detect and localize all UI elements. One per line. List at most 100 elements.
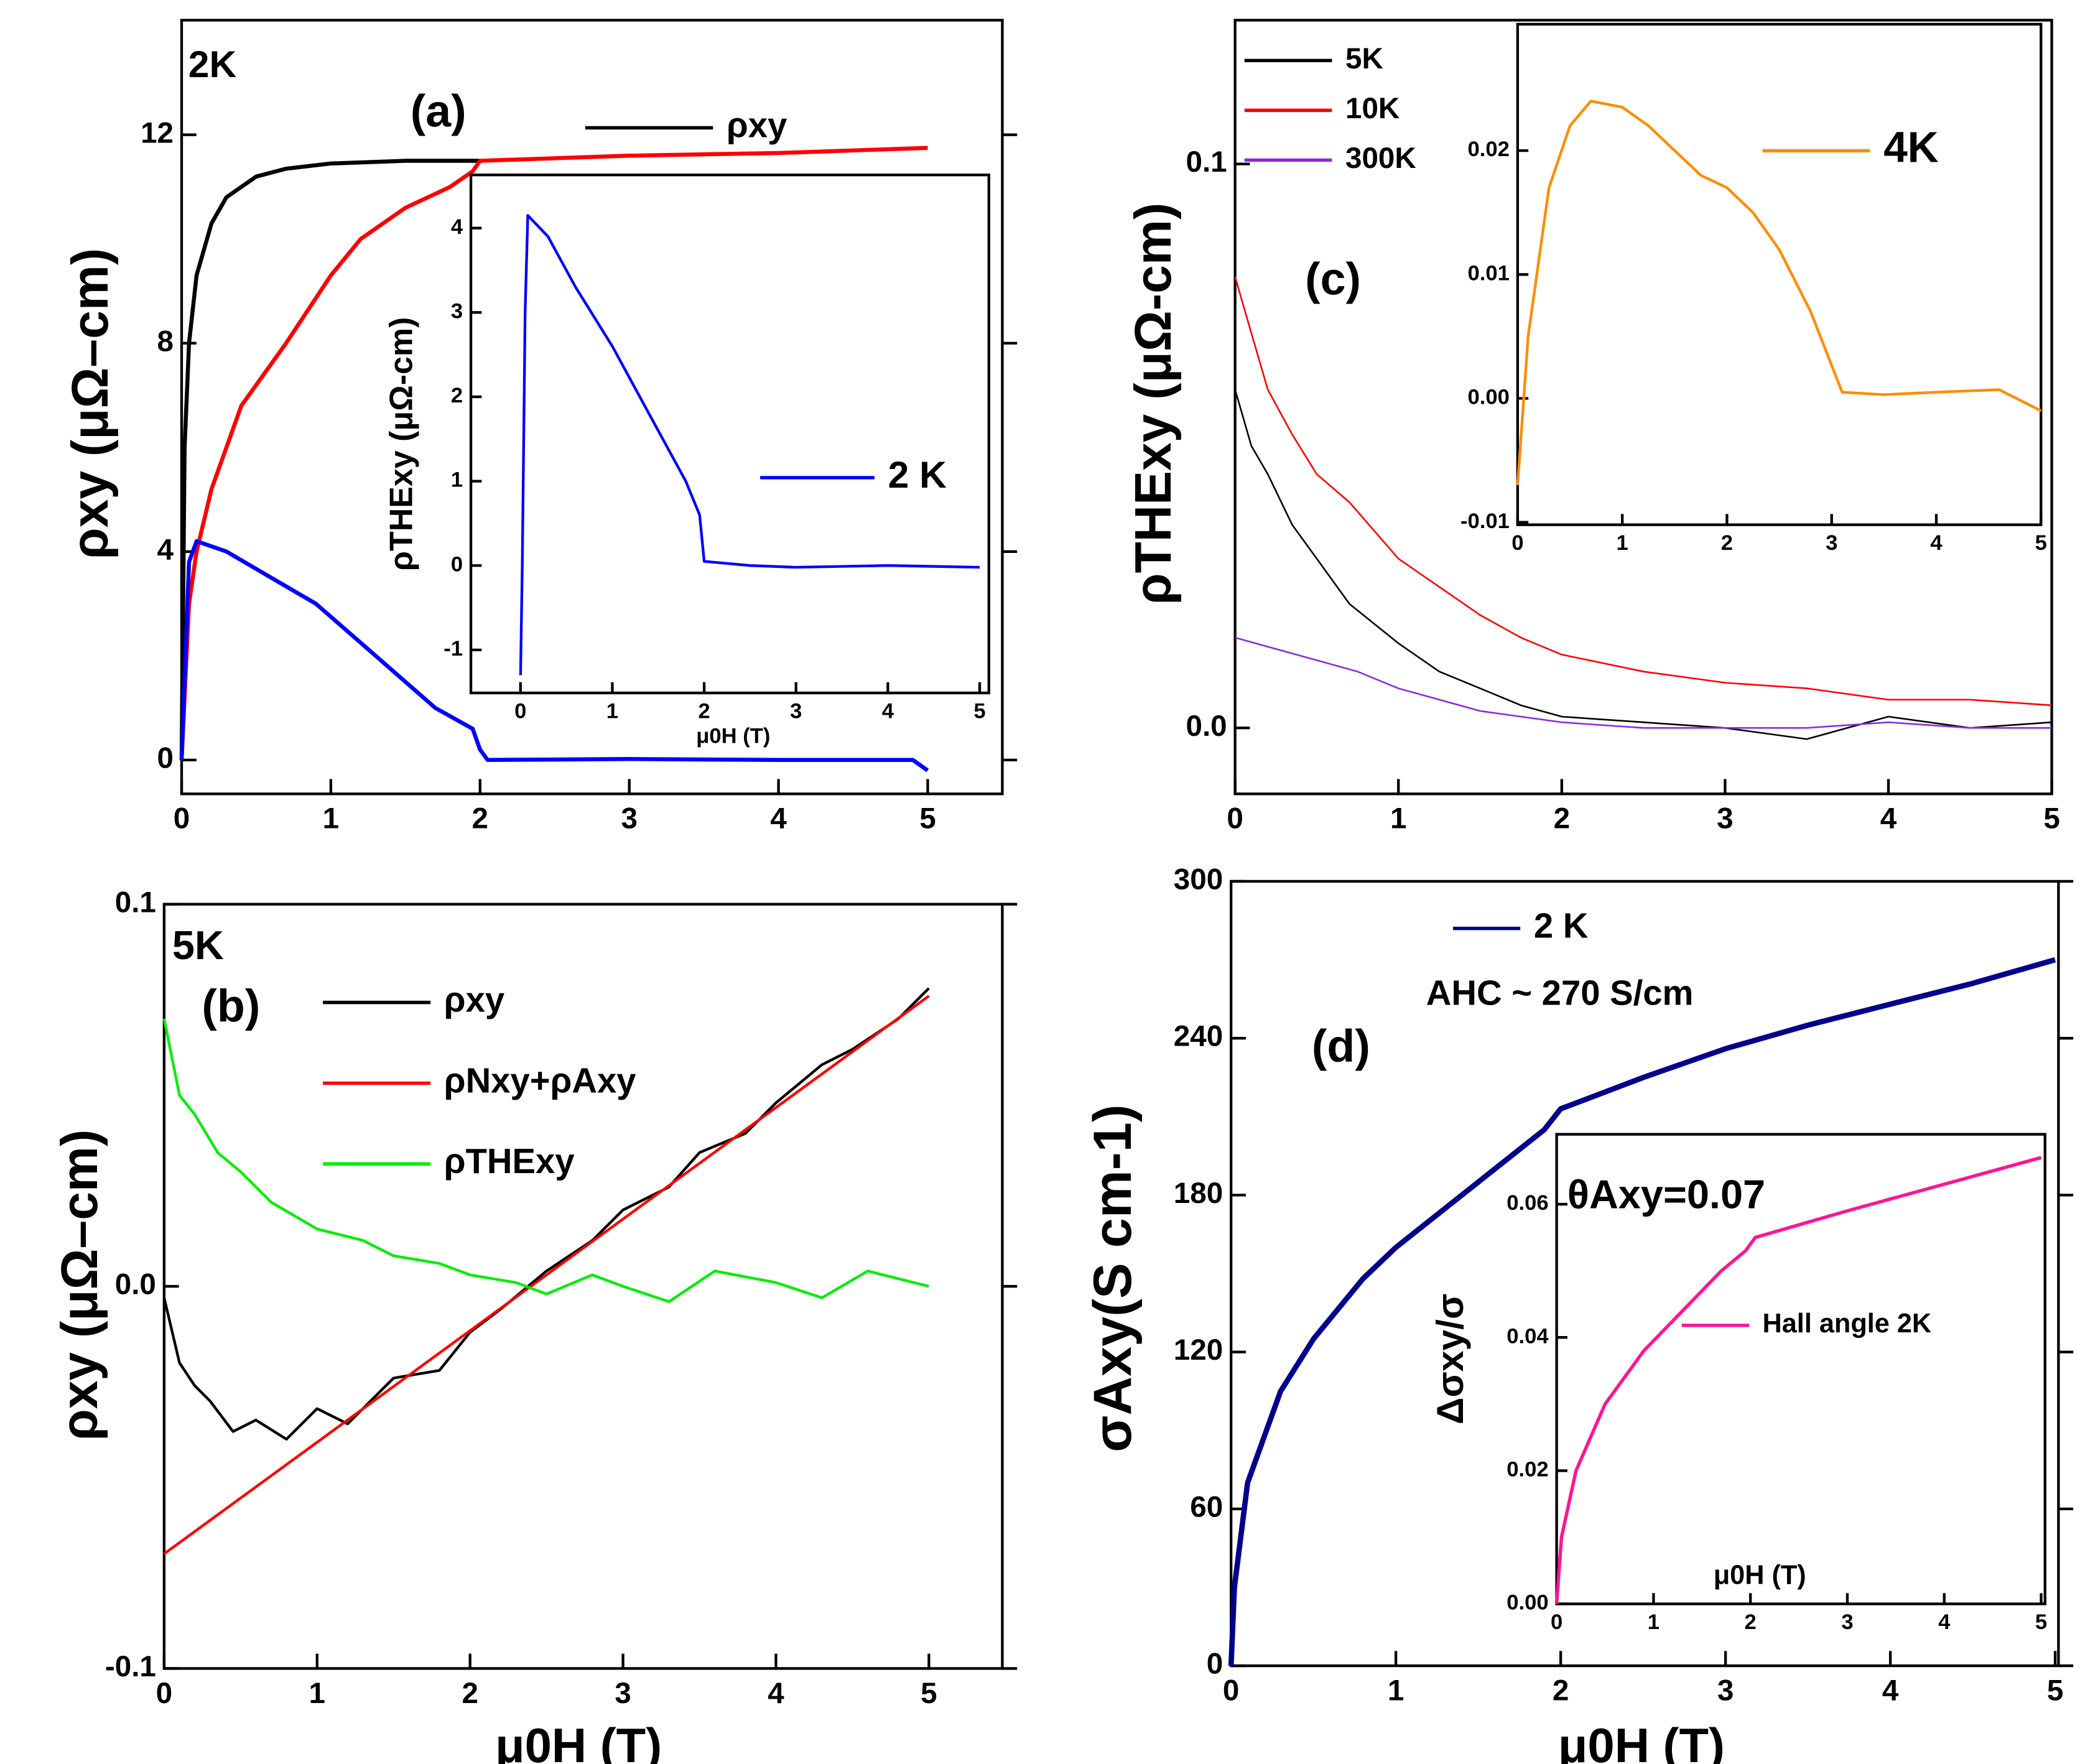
- x-tick-label: 2: [1721, 531, 1733, 555]
- x-tick-label: 2: [1553, 1674, 1569, 1707]
- x-tick-label: 3: [1717, 802, 1733, 835]
- x-tick-label: 3: [1717, 1674, 1734, 1707]
- series-line: [179, 146, 928, 760]
- y-axis-label: ρxy (μΩ–cm): [52, 1130, 108, 1441]
- legend-label: 2 K: [888, 453, 947, 496]
- plot-frame: [1555, 1133, 2046, 1605]
- y-tick-label: 0: [157, 741, 174, 774]
- x-tick-label: 4: [1938, 1610, 1951, 1634]
- annotation: (c): [1305, 253, 1361, 305]
- x-axis-label: μ0H (T): [1714, 1561, 1806, 1590]
- legend-label: 4K: [1883, 123, 1938, 172]
- annotation: AHC ~ 270 S/cm: [1426, 973, 1694, 1013]
- y-tick-label: 0.06: [1507, 1191, 1548, 1215]
- x-tick-label: 5: [2035, 531, 2047, 555]
- x-tick-label: 4: [1930, 531, 1943, 555]
- x-tick-label: 0: [156, 1677, 172, 1710]
- y-tick-label: 180: [1174, 1177, 1223, 1210]
- y-axis-label: σAxy(S cm-1): [1083, 1104, 1143, 1452]
- x-tick-label: 5: [2047, 1674, 2063, 1707]
- x-tick-label: 2: [472, 802, 488, 835]
- x-tick-label: 2: [1745, 1610, 1757, 1634]
- y-tick-label: -0.01: [1460, 509, 1510, 533]
- y-tick-label: 0.0: [115, 1268, 156, 1301]
- x-tick-label: 4: [770, 802, 787, 835]
- x-axis-label: μ0H (T): [696, 725, 770, 748]
- annotation: 5K: [172, 922, 224, 968]
- annotation: 2K: [188, 43, 237, 85]
- x-tick-label: 0: [1227, 802, 1243, 835]
- x-tick-label: 3: [615, 1677, 631, 1710]
- x-tick-label: 0: [1223, 1674, 1239, 1707]
- x-axis-label: μ0H (T): [495, 1719, 662, 1764]
- y-tick-label: 0.02: [1468, 137, 1510, 161]
- y-tick-label: 0.1: [1186, 146, 1227, 179]
- legend-label: ρNxy+ρAxy: [444, 1061, 636, 1100]
- y-tick-label: 0.00: [1468, 386, 1510, 409]
- x-tick-label: 2: [1554, 802, 1570, 835]
- x-tick-label: 1: [1648, 1610, 1660, 1634]
- annotation: (a): [411, 85, 467, 136]
- x-tick-label: 3: [621, 802, 637, 835]
- y-tick-label: 0.0: [1186, 710, 1227, 743]
- x-tick-label: 0: [1511, 531, 1523, 555]
- x-tick-label: 4: [768, 1677, 784, 1710]
- legend-label: ρTHExy: [444, 1141, 575, 1181]
- plot-frame: [162, 903, 1004, 1670]
- legend-label: ρxy: [727, 105, 787, 144]
- series-line: [163, 995, 930, 1555]
- y-tick-label: 3: [451, 299, 463, 323]
- series-line: [1234, 389, 2052, 740]
- y-tick-label: 4: [451, 215, 463, 239]
- y-tick-label: 0: [451, 552, 463, 576]
- x-tick-label: 1: [323, 802, 339, 835]
- x-axis-label: μ0H (T): [1558, 1719, 1725, 1764]
- y-tick-label: 0.1: [115, 886, 156, 919]
- y-tick-label: -0.1: [105, 1650, 156, 1683]
- x-tick-label: 0: [1551, 1610, 1562, 1634]
- legend-label: 10K: [1345, 92, 1400, 125]
- x-tick-label: 4: [1880, 802, 1897, 835]
- plot-frame: [469, 174, 990, 695]
- x-tick-label: 1: [606, 699, 618, 723]
- x-tick-label: 1: [1390, 802, 1406, 835]
- x-tick-label: 5: [919, 802, 936, 835]
- y-tick-label: 0.01: [1468, 261, 1510, 285]
- plot-frame: [1516, 22, 2043, 526]
- y-tick-label: 0: [1207, 1648, 1223, 1681]
- series-line: [1235, 636, 2052, 729]
- series-line: [179, 539, 929, 773]
- y-tick-label: 300: [1174, 863, 1223, 896]
- series-line: [1516, 100, 2042, 485]
- x-tick-label: 1: [1388, 1674, 1404, 1707]
- x-tick-label: 0: [174, 802, 190, 835]
- y-tick-label: 4: [157, 533, 174, 566]
- y-axis-label: ρTHExy (μΩ-cm): [1125, 203, 1182, 605]
- x-tick-label: 3: [1826, 531, 1837, 555]
- y-tick-label: 0.00: [1507, 1591, 1548, 1615]
- x-tick-label: 3: [1841, 1610, 1853, 1634]
- series-line: [1234, 276, 2052, 707]
- x-tick-label: 4: [1882, 1674, 1899, 1707]
- x-tick-label: 1: [309, 1677, 325, 1710]
- series-line: [179, 159, 480, 760]
- y-axis-label: Δσxy/σ: [1429, 1294, 1471, 1425]
- legend-label: 5K: [1345, 42, 1383, 75]
- x-tick-label: 5: [973, 699, 985, 723]
- series-line: [1554, 1156, 2042, 1604]
- x-tick-label: 5: [2043, 802, 2059, 835]
- annotation: (b): [202, 980, 260, 1031]
- x-tick-label: 4: [882, 699, 894, 723]
- y-tick-label: 1: [451, 468, 463, 492]
- legend-label: ρxy: [444, 980, 504, 1019]
- y-axis-label: ρxy (μΩ–cm): [62, 248, 119, 560]
- series-line: [1228, 957, 2056, 1666]
- x-tick-label: 2: [462, 1677, 478, 1710]
- legend-label: 300K: [1345, 142, 1416, 175]
- x-tick-label: 2: [698, 699, 710, 723]
- legend-label: 2 K: [1534, 906, 1589, 945]
- annotation: (d): [1312, 1020, 1370, 1072]
- series-line: [162, 1018, 929, 1303]
